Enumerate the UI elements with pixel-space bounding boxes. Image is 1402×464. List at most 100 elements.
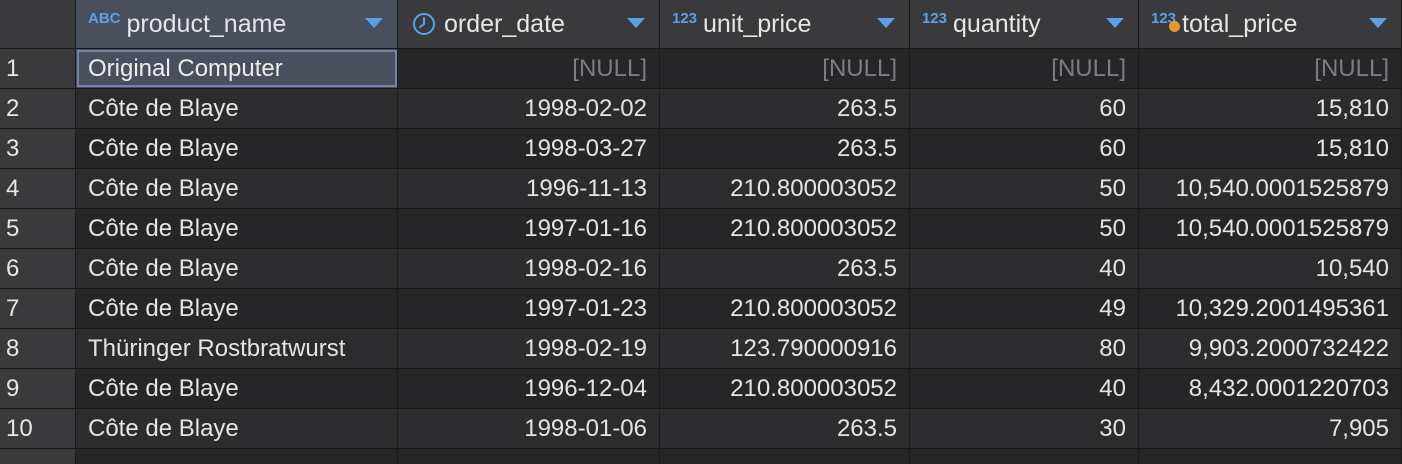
header-corner[interactable] bbox=[0, 0, 76, 48]
cell-unit-price[interactable]: 263.5 bbox=[660, 249, 910, 288]
cell-total-price[interactable]: 15,810 bbox=[1139, 129, 1402, 168]
cell-product-name[interactable]: Côte de Blaye bbox=[76, 409, 398, 448]
cell-total-price[interactable]: 10,540.0001525879 bbox=[1139, 169, 1402, 208]
column-header-total-price[interactable]: 123 total_price bbox=[1139, 0, 1402, 48]
cell-order-date[interactable]: 1998-02-16 bbox=[398, 249, 660, 288]
grid-body: 1 Original Computer [NULL] [NULL] [NULL] [NUL… bbox=[0, 49, 1402, 464]
table-row[interactable]: 4 Côte de Blaye 1996-11-13 210.800003052 50 1… bbox=[0, 169, 1402, 209]
row-number bbox=[0, 449, 76, 464]
row-number[interactable]: 3 bbox=[0, 129, 76, 168]
empty-cell bbox=[1139, 449, 1402, 464]
cell-total-price[interactable]: [NULL] bbox=[1139, 49, 1402, 88]
cell-quantity[interactable]: 60 bbox=[910, 129, 1139, 168]
cell-total-price[interactable]: 10,329.2001495361 bbox=[1139, 289, 1402, 328]
sort-dropdown-icon[interactable] bbox=[1106, 18, 1124, 28]
row-number[interactable]: 5 bbox=[0, 209, 76, 248]
table-row[interactable]: 9 Côte de Blaye 1996-12-04 210.800003052 40 8… bbox=[0, 369, 1402, 409]
column-label: total_price bbox=[1182, 9, 1298, 38]
cell-quantity[interactable]: 49 bbox=[910, 289, 1139, 328]
cell-order-date[interactable]: 1998-02-02 bbox=[398, 89, 660, 128]
table-row[interactable]: 8 Thüringer Rostbratwurst 1998-02-19 123.79… bbox=[0, 329, 1402, 369]
cell-product-name[interactable]: Côte de Blaye bbox=[76, 369, 398, 408]
column-header-row: ABC product_name order_date 123 unit_pri… bbox=[0, 0, 1402, 49]
calculated-column-dot-icon bbox=[1169, 21, 1180, 32]
column-label: order_date bbox=[444, 9, 565, 38]
empty-cell bbox=[910, 449, 1139, 464]
column-header-unit-price[interactable]: 123 unit_price bbox=[660, 0, 910, 48]
cell-quantity[interactable]: [NULL] bbox=[910, 49, 1139, 88]
cell-product-name[interactable]: Original Computer bbox=[76, 49, 398, 88]
column-header-order-date[interactable]: order_date bbox=[398, 0, 660, 48]
cell-product-name[interactable]: Côte de Blaye bbox=[76, 129, 398, 168]
table-row[interactable]: 2 Côte de Blaye 1998-02-02 263.5 60 15,810 bbox=[0, 89, 1402, 129]
numeric-type-icon: 123 bbox=[672, 9, 698, 27]
row-number[interactable]: 7 bbox=[0, 289, 76, 328]
text-type-icon: ABC bbox=[88, 9, 121, 27]
cell-unit-price[interactable]: 210.800003052 bbox=[660, 209, 910, 248]
cell-quantity[interactable]: 50 bbox=[910, 169, 1139, 208]
column-header-quantity[interactable]: 123 quantity bbox=[910, 0, 1139, 48]
cell-unit-price[interactable]: 263.5 bbox=[660, 89, 910, 128]
row-number[interactable]: 1 bbox=[0, 49, 76, 88]
cell-total-price[interactable]: 8,432.0001220703 bbox=[1139, 369, 1402, 408]
row-number[interactable]: 10 bbox=[0, 409, 76, 448]
sort-dropdown-icon[interactable] bbox=[877, 18, 895, 28]
cell-order-date[interactable]: [NULL] bbox=[398, 49, 660, 88]
table-row[interactable]: 1 Original Computer [NULL] [NULL] [NULL] [NUL… bbox=[0, 49, 1402, 89]
cell-order-date[interactable]: 1998-01-06 bbox=[398, 409, 660, 448]
cell-product-name[interactable]: Thüringer Rostbratwurst bbox=[76, 329, 398, 368]
cell-total-price[interactable]: 15,810 bbox=[1139, 89, 1402, 128]
cell-product-name[interactable]: Côte de Blaye bbox=[76, 289, 398, 328]
cell-total-price[interactable]: 10,540 bbox=[1139, 249, 1402, 288]
cell-order-date[interactable]: 1996-11-13 bbox=[398, 169, 660, 208]
sort-dropdown-icon[interactable] bbox=[627, 18, 645, 28]
cell-unit-price[interactable]: 210.800003052 bbox=[660, 369, 910, 408]
cell-product-name[interactable]: Côte de Blaye bbox=[76, 209, 398, 248]
cell-unit-price[interactable]: [NULL] bbox=[660, 49, 910, 88]
cell-unit-price[interactable]: 123.790000916 bbox=[660, 329, 910, 368]
cell-order-date[interactable]: 1997-01-23 bbox=[398, 289, 660, 328]
row-number[interactable]: 8 bbox=[0, 329, 76, 368]
cell-unit-price[interactable]: 263.5 bbox=[660, 129, 910, 168]
cell-order-date[interactable]: 1998-03-27 bbox=[398, 129, 660, 168]
cell-quantity[interactable]: 50 bbox=[910, 209, 1139, 248]
empty-cell bbox=[398, 449, 660, 464]
sort-dropdown-icon[interactable] bbox=[365, 18, 383, 28]
cell-total-price[interactable]: 10,540.0001525879 bbox=[1139, 209, 1402, 248]
sort-dropdown-icon[interactable] bbox=[1369, 18, 1387, 28]
cell-unit-price[interactable]: 263.5 bbox=[660, 409, 910, 448]
cell-quantity[interactable]: 80 bbox=[910, 329, 1139, 368]
cell-order-date[interactable]: 1996-12-04 bbox=[398, 369, 660, 408]
table-row[interactable]: 6 Côte de Blaye 1998-02-16 263.5 40 10,540 bbox=[0, 249, 1402, 289]
cell-unit-price[interactable]: 210.800003052 bbox=[660, 289, 910, 328]
empty-row bbox=[0, 449, 1402, 464]
cell-unit-price[interactable]: 210.800003052 bbox=[660, 169, 910, 208]
cell-quantity[interactable]: 30 bbox=[910, 409, 1139, 448]
cell-order-date[interactable]: 1998-02-19 bbox=[398, 329, 660, 368]
empty-cell bbox=[660, 449, 910, 464]
row-number[interactable]: 9 bbox=[0, 369, 76, 408]
cell-product-name[interactable]: Côte de Blaye bbox=[76, 249, 398, 288]
column-label: quantity bbox=[953, 9, 1041, 38]
cell-quantity[interactable]: 40 bbox=[910, 369, 1139, 408]
cell-quantity[interactable]: 40 bbox=[910, 249, 1139, 288]
clock-icon bbox=[413, 13, 435, 35]
row-number[interactable]: 4 bbox=[0, 169, 76, 208]
numeric-type-icon: 123 bbox=[922, 9, 948, 27]
column-label: product_name bbox=[126, 9, 287, 38]
cell-product-name[interactable]: Côte de Blaye bbox=[76, 169, 398, 208]
table-row[interactable]: 5 Côte de Blaye 1997-01-16 210.800003052 50 1… bbox=[0, 209, 1402, 249]
cell-product-name[interactable]: Côte de Blaye bbox=[76, 89, 398, 128]
row-number[interactable]: 6 bbox=[0, 249, 76, 288]
cell-total-price[interactable]: 7,905 bbox=[1139, 409, 1402, 448]
cell-order-date[interactable]: 1997-01-16 bbox=[398, 209, 660, 248]
table-row[interactable]: 3 Côte de Blaye 1998-03-27 263.5 60 15,810 bbox=[0, 129, 1402, 169]
cell-quantity[interactable]: 60 bbox=[910, 89, 1139, 128]
table-row[interactable]: 10 Côte de Blaye 1998-01-06 263.5 30 7,905 bbox=[0, 409, 1402, 449]
empty-cell bbox=[76, 449, 398, 464]
table-row[interactable]: 7 Côte de Blaye 1997-01-23 210.800003052 49 1… bbox=[0, 289, 1402, 329]
cell-total-price[interactable]: 9,903.2000732422 bbox=[1139, 329, 1402, 368]
column-header-product-name[interactable]: ABC product_name bbox=[76, 0, 398, 48]
row-number[interactable]: 2 bbox=[0, 89, 76, 128]
